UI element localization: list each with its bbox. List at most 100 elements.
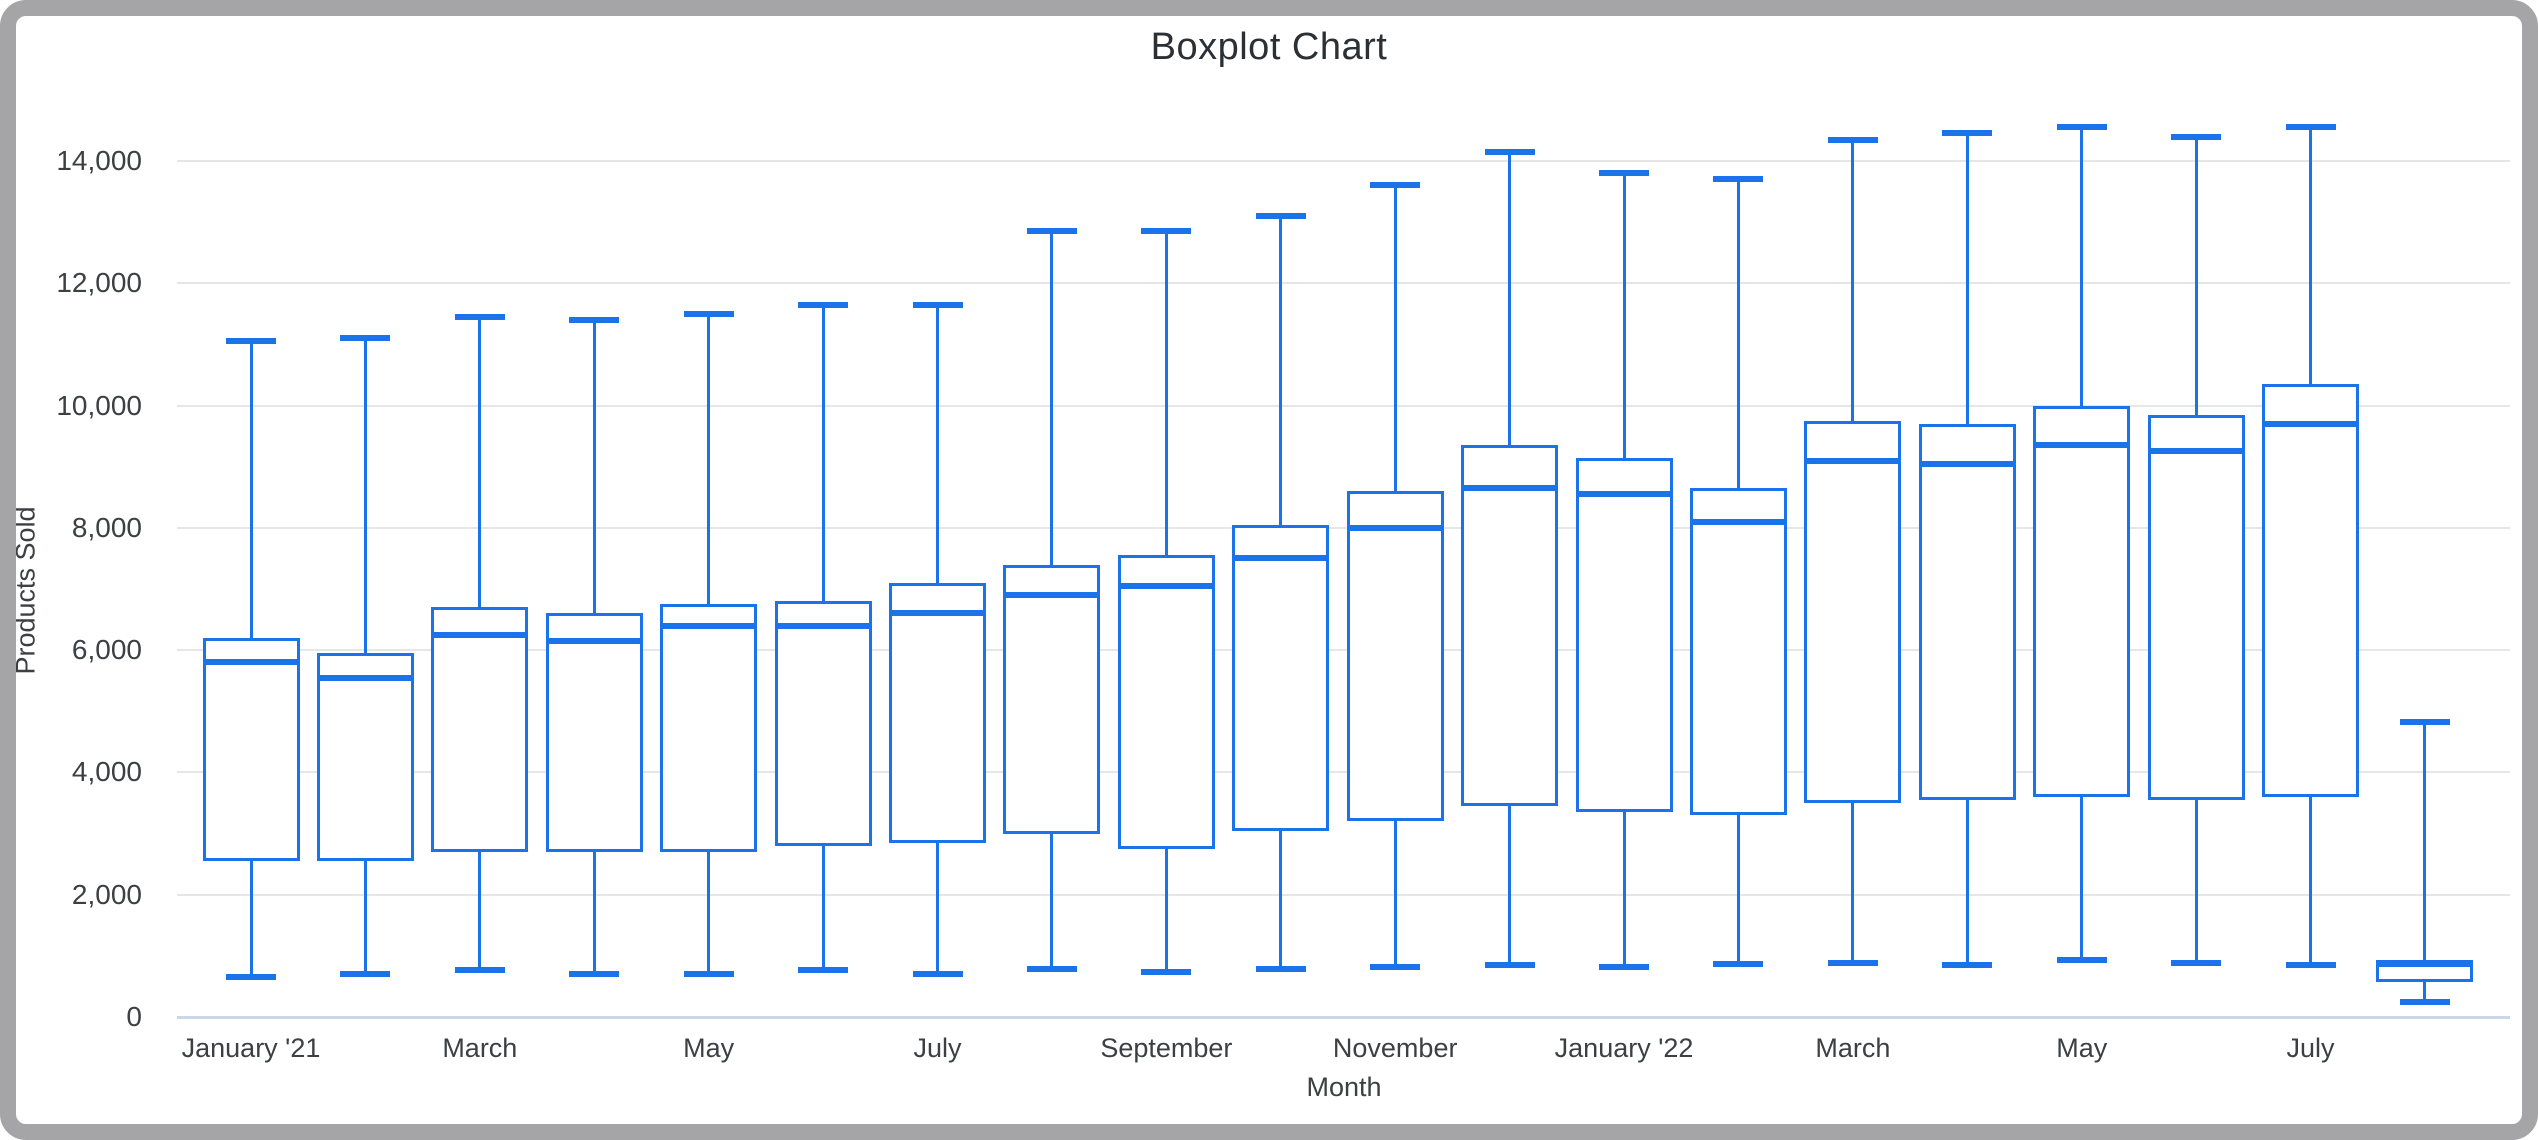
iqr-box — [1117, 555, 1215, 849]
whisker-low-cap — [1255, 965, 1306, 972]
gridline — [177, 526, 2510, 529]
whisker-low-stem — [1508, 806, 1512, 966]
whisker-low-stem — [1279, 830, 1283, 969]
median-line — [1006, 592, 1098, 599]
whisker-low-cap — [226, 974, 276, 981]
whisker-low-stem — [249, 861, 253, 978]
whisker-high-stem — [363, 338, 367, 654]
whisker-high-stem — [1851, 139, 1855, 421]
whisker-low-stem — [2194, 799, 2198, 963]
median-line — [2036, 442, 2128, 449]
x-axis-title: Month — [1306, 1072, 1382, 1102]
whisker-high-stem — [1965, 133, 1969, 424]
median-line — [1578, 491, 1670, 498]
whisker-low-cap — [2399, 998, 2450, 1005]
iqr-box — [774, 601, 872, 846]
median-line — [892, 610, 984, 617]
iqr-box — [1461, 445, 1559, 807]
median-line — [434, 631, 526, 638]
y-tick-label: 4,000 — [71, 756, 142, 788]
whisker-high-stem — [1164, 231, 1168, 556]
y-tick-label: 10,000 — [56, 389, 142, 421]
y-tick-label: 8,000 — [71, 511, 142, 543]
whisker-low-stem — [2080, 796, 2084, 961]
x-axis-baseline — [177, 1016, 2510, 1019]
median-line — [2265, 420, 2357, 427]
whisker-high-stem — [1508, 151, 1512, 446]
median-line — [319, 674, 411, 681]
x-tick-label: May — [2056, 1033, 2108, 1063]
x-tick-label: July — [913, 1033, 962, 1063]
whisker-low-cap — [1141, 969, 1192, 976]
median-line — [663, 622, 755, 629]
whisker-low-cap — [683, 971, 734, 978]
median-line — [2150, 448, 2242, 455]
whisker-high-stem — [478, 316, 482, 608]
whisker-high-stem — [1050, 231, 1054, 565]
whisker-low-stem — [936, 842, 940, 975]
whisker-low-cap — [1827, 959, 1878, 966]
gridline — [177, 771, 2510, 774]
whisker-low-stem — [2423, 981, 2427, 1002]
iqr-box — [2147, 414, 2245, 800]
iqr-box — [1804, 420, 1902, 803]
iqr-box — [1003, 564, 1101, 834]
median-line — [1349, 524, 1441, 531]
median-line — [548, 637, 640, 644]
whisker-low-stem — [1050, 833, 1054, 969]
whisker-low-stem — [1164, 848, 1168, 973]
x-tick-label: March — [442, 1033, 518, 1063]
whisker-high-stem — [1393, 185, 1397, 492]
iqr-box — [202, 637, 300, 862]
whisker-high-stem — [821, 304, 825, 602]
whisker-high-stem — [1736, 179, 1740, 489]
iqr-box — [1346, 491, 1444, 822]
median-line — [2379, 960, 2471, 967]
y-tick-label: 14,000 — [56, 145, 142, 176]
gridline — [177, 649, 2510, 652]
iqr-box — [1232, 524, 1330, 831]
y-tick-label: 0 — [126, 1001, 142, 1032]
x-tick-label: March — [1815, 1033, 1891, 1063]
gridline — [177, 282, 2510, 285]
whisker-low-cap — [569, 971, 620, 978]
iqr-box — [889, 582, 987, 843]
whisker-low-cap — [1026, 965, 1077, 972]
y-tick-label: 2,000 — [71, 878, 142, 910]
y-axis-title: Products Sold — [10, 506, 41, 675]
x-tick-label: July — [2286, 1033, 2335, 1063]
x-tick-label: May — [683, 1033, 735, 1063]
whisker-low-stem — [478, 851, 482, 970]
whisker-low-stem — [1851, 803, 1855, 963]
whisker-high-stem — [592, 319, 596, 614]
median-line — [1921, 460, 2013, 467]
whisker-low-cap — [1713, 960, 1764, 967]
whisker-low-stem — [592, 851, 596, 975]
whisker-low-cap — [912, 971, 963, 978]
iqr-box — [1575, 457, 1673, 813]
x-tick-label: September — [1100, 1033, 1233, 1063]
iqr-box — [660, 604, 758, 852]
y-tick-label: 6,000 — [71, 634, 142, 666]
whisker-low-cap — [2285, 961, 2336, 968]
gridline — [177, 160, 2510, 162]
median-line — [1807, 457, 1899, 464]
iqr-box — [1918, 423, 2016, 800]
whisker-low-stem — [1965, 799, 1969, 965]
whisker-high-stem — [249, 341, 253, 638]
gridline — [177, 404, 2510, 407]
whisker-low-cap — [454, 966, 505, 973]
whisker-low-stem — [1622, 812, 1626, 968]
whisker-low-stem — [707, 851, 711, 975]
whisker-low-cap — [1599, 964, 1650, 971]
whisker-low-cap — [1942, 961, 1993, 968]
x-tick-label: November — [1332, 1033, 1458, 1063]
median-line — [1692, 518, 1784, 525]
whisker-high-stem — [707, 313, 711, 605]
median-line — [1464, 485, 1556, 492]
whisker-high-stem — [1622, 173, 1626, 458]
iqr-box — [316, 653, 414, 862]
whisker-high-stem — [2423, 722, 2427, 960]
median-line — [1120, 582, 1212, 589]
